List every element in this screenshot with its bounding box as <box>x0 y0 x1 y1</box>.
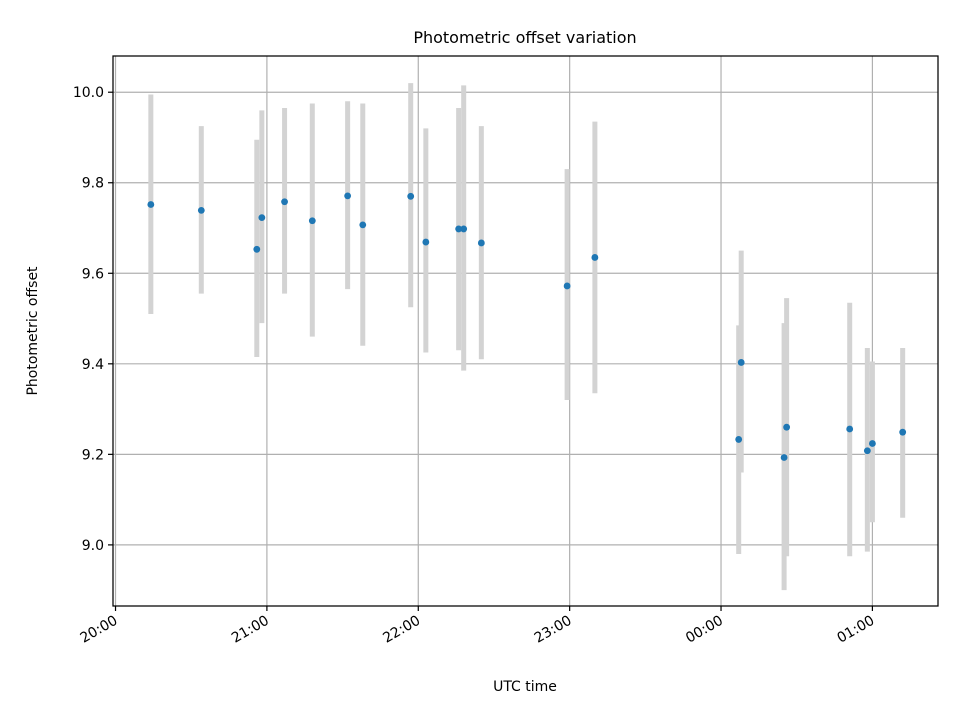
y-tick-label: 10.0 <box>73 85 104 101</box>
data-point <box>783 423 791 431</box>
y-tick-label: 9.8 <box>82 176 104 192</box>
data-point <box>735 436 743 443</box>
x-axis-label: UTC time <box>493 679 557 695</box>
data-point <box>359 221 367 229</box>
data-point <box>780 454 788 461</box>
data-point <box>422 238 430 246</box>
y-tick-label: 9.0 <box>82 538 104 554</box>
data-point <box>846 425 854 433</box>
data-point <box>460 225 468 233</box>
data-point <box>258 214 266 222</box>
data-point <box>591 254 599 261</box>
data-point <box>869 440 876 447</box>
y-axis-label: Photometric offset <box>25 266 41 396</box>
data-point <box>899 428 907 436</box>
data-point <box>477 239 485 247</box>
data-point <box>197 206 205 214</box>
data-point <box>737 359 745 366</box>
data-point <box>253 245 261 253</box>
data-point <box>281 198 288 206</box>
plot-frame <box>112 55 939 607</box>
chart-title: Photometric offset variation <box>413 28 636 47</box>
data-point <box>455 225 463 233</box>
data-point <box>308 217 316 225</box>
data-point <box>147 201 155 208</box>
y-tick-label: 9.6 <box>82 266 104 282</box>
data-point <box>344 192 352 200</box>
data-points <box>147 192 907 461</box>
data-point <box>863 447 871 455</box>
grid <box>113 56 938 606</box>
y-tick-label: 9.4 <box>82 357 104 373</box>
y-tick-label: 9.2 <box>82 447 104 463</box>
data-point <box>563 282 571 290</box>
data-point <box>407 192 415 200</box>
